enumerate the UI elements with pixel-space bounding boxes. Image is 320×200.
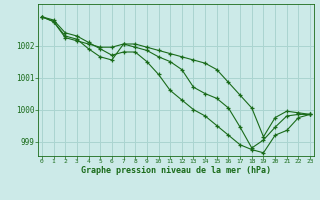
- X-axis label: Graphe pression niveau de la mer (hPa): Graphe pression niveau de la mer (hPa): [81, 166, 271, 175]
